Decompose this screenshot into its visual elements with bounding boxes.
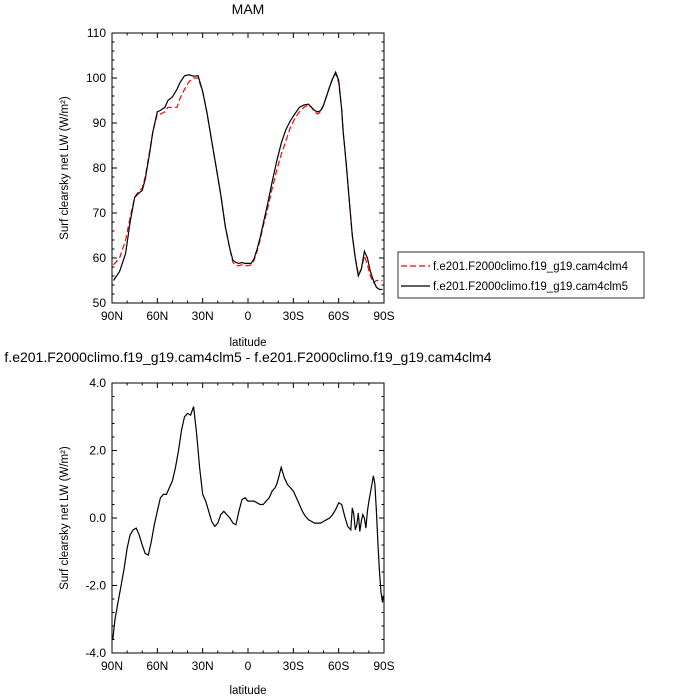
series-line-difference bbox=[112, 406, 384, 640]
series-lines-bottom bbox=[112, 406, 384, 640]
y-tick-label: 2.0 bbox=[89, 444, 106, 458]
x-tick-label: 90N bbox=[101, 659, 123, 673]
legend-frame bbox=[397, 251, 645, 299]
y-tick-label: 70 bbox=[93, 206, 107, 220]
legend-label-clm4: f.e201.F2000climo.f19_g19.cam4clm4 bbox=[433, 261, 629, 273]
x-tick-label: 0 bbox=[245, 659, 252, 673]
x-tick-label: 90S bbox=[373, 659, 394, 673]
y-tick-label: 110 bbox=[87, 26, 106, 40]
x-tick-label: 90S bbox=[373, 309, 394, 323]
plot-frame-bottom bbox=[111, 382, 385, 654]
y-axis-label-bottom: Surf clearsky net LW (W/m²) bbox=[59, 446, 71, 590]
y-tick-label: 80 bbox=[93, 161, 107, 175]
plot-frame-top bbox=[111, 32, 385, 304]
x-axis-label-bottom: latitude bbox=[229, 685, 266, 697]
axis-ticks-top bbox=[111, 32, 385, 304]
y-tick-label: 50 bbox=[93, 296, 107, 310]
y-tick-label: -2.0 bbox=[85, 579, 106, 593]
x-tick-label: 60N bbox=[146, 659, 168, 673]
x-tick-label: 30S bbox=[283, 659, 304, 673]
y-tick-label: 0.0 bbox=[89, 511, 106, 525]
x-tick-label: 30S bbox=[283, 309, 304, 323]
legend: f.e201.F2000climo.f19_g19.cam4clm4 f.e20… bbox=[397, 251, 645, 299]
y-tick-label: 4.0 bbox=[89, 376, 106, 390]
legend-label-clm5: f.e201.F2000climo.f19_g19.cam4clm5 bbox=[433, 281, 628, 293]
x-tick-label: 60S bbox=[328, 309, 349, 323]
y-tick-label: 100 bbox=[86, 71, 106, 85]
series-lines-top bbox=[113, 70, 383, 291]
y-tick-label: -4.0 bbox=[85, 646, 106, 660]
series-line-clm5 bbox=[113, 70, 383, 291]
y-tick-label: 90 bbox=[93, 116, 107, 130]
chart-title: MAM bbox=[232, 1, 265, 17]
y-axis-label-top: Surf clearsky net LW (W/m²) bbox=[59, 96, 71, 240]
y-tick-labels-top: 50 60 70 80 90 100 110 bbox=[86, 26, 106, 310]
series-line-clm4 bbox=[113, 72, 383, 284]
diff-chart-title: f.e201.F2000climo.f19_g19.cam4clm5 - f.e… bbox=[4, 349, 491, 365]
x-tick-label: 60N bbox=[146, 309, 168, 323]
x-tick-label: 30N bbox=[192, 309, 214, 323]
x-tick-labels-top: 90N 60N 30N 0 30S 60S 90S bbox=[101, 309, 395, 323]
x-tick-labels-bottom: 90N 60N 30N 0 30S 60S 90S bbox=[101, 659, 395, 673]
x-axis-label-top: latitude bbox=[229, 337, 266, 349]
x-tick-label: 0 bbox=[245, 309, 252, 323]
y-tick-labels-bottom: -4.0 -2.0 0.0 2.0 4.0 bbox=[85, 376, 106, 660]
axis-ticks-bottom bbox=[111, 382, 385, 654]
x-tick-label: 60S bbox=[328, 659, 349, 673]
x-tick-label: 90N bbox=[101, 309, 123, 323]
y-tick-label: 60 bbox=[93, 251, 107, 265]
x-tick-label: 30N bbox=[192, 659, 214, 673]
